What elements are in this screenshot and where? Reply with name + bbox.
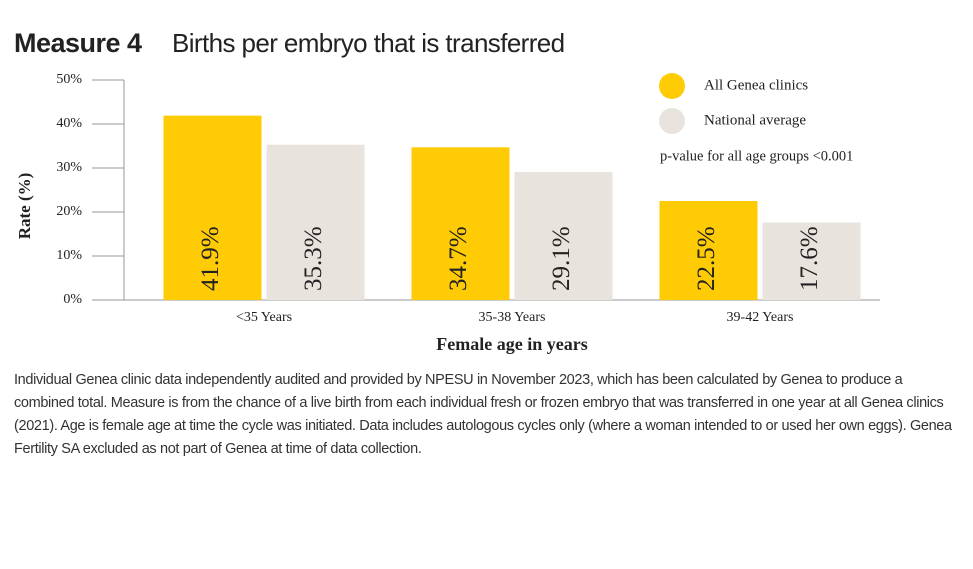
annotation: p-value for all age groups <0.001 xyxy=(660,148,853,164)
value-label: 34.7% xyxy=(445,226,472,291)
chart-subtitle: Births per embryo that is transferred xyxy=(172,28,565,58)
legend-marker xyxy=(659,108,685,134)
y-tick-label: 30% xyxy=(56,160,82,175)
y-tick-label: 40% xyxy=(56,116,82,131)
y-tick-label: 10% xyxy=(56,248,82,263)
x-tick-label: <35 Years xyxy=(236,310,292,325)
value-label: 41.9% xyxy=(197,226,224,291)
y-tick-label: 50% xyxy=(56,72,82,87)
bar xyxy=(762,222,861,300)
legend-label: National average xyxy=(704,112,806,128)
x-axis-label: Female age in years xyxy=(436,334,587,354)
y-axis-label: Rate (%) xyxy=(15,173,34,240)
value-label: 22.5% xyxy=(693,226,720,291)
bar xyxy=(266,144,365,300)
chart-title: Measure 4 xyxy=(14,28,142,58)
bar xyxy=(411,147,510,300)
x-tick-label: 35-38 Years xyxy=(479,310,546,325)
value-label: 17.6% xyxy=(796,226,823,291)
bar xyxy=(163,115,262,300)
value-label: 29.1% xyxy=(548,226,575,291)
y-tick-label: 20% xyxy=(56,204,82,219)
value-label: 35.3% xyxy=(300,226,327,291)
legend-label: All Genea clinics xyxy=(704,77,808,93)
y-tick-label: 0% xyxy=(63,292,82,307)
legend-marker xyxy=(659,73,685,99)
x-tick-label: 39-42 Years xyxy=(727,310,794,325)
bar xyxy=(514,171,613,300)
bar xyxy=(659,201,758,300)
footnote: Individual Genea clinic data independent… xyxy=(14,372,952,457)
chart: Measure 4 Births per embryo that is tran… xyxy=(14,28,880,354)
